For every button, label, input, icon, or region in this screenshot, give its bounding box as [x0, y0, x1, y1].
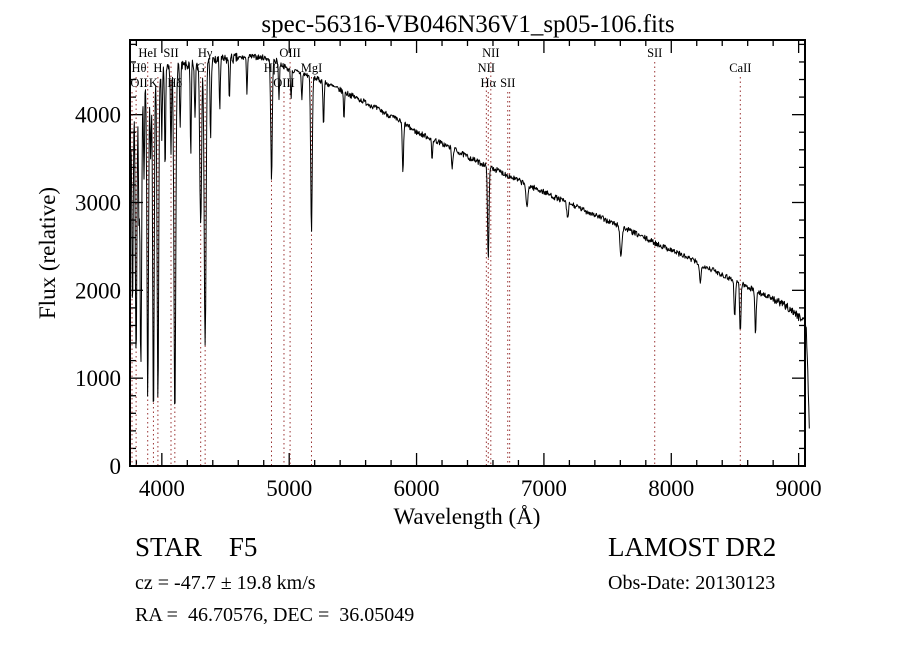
y-tick-label: 2000 [75, 278, 121, 303]
spectral-line-label: K [149, 76, 158, 90]
x-tick-label: 9000 [776, 476, 822, 501]
plot-area: 4000 5000 6000 7000 8000 9000 0 1000 2000 3000 400… [75, 40, 822, 501]
x-tick-label: 8000 [648, 476, 694, 501]
x-tick-label: 5000 [266, 476, 312, 501]
x-tick-label: 6000 [394, 476, 440, 501]
spectral-line-label: Hα [480, 76, 496, 90]
x-tick-label: 7000 [521, 476, 567, 501]
y-tick-label: 1000 [75, 366, 121, 391]
plot-title: spec-56316-VB046N36V1_sp05-106.fits [261, 11, 674, 38]
observation-date: Obs-Date: 20130123 [608, 572, 775, 594]
spectral-line-label: OIII [279, 46, 301, 60]
plot-frame [129, 39, 806, 467]
spectrum-trace [129, 52, 810, 429]
y-tick-label: 3000 [75, 190, 121, 215]
spectral-line-label: Hγ [198, 46, 213, 60]
spectral-line-label: H [153, 61, 162, 75]
spectral-line-label: Hθ [131, 61, 146, 75]
y-axis-label: Flux (relative) [35, 187, 60, 319]
object-classification: STAR F5 [135, 532, 257, 562]
spectral-line-label: MgI [301, 61, 323, 75]
spectral-line-label: SII [647, 46, 662, 60]
x-axis-label: Wavelength (Å) [394, 504, 541, 529]
coordinates: RA = 46.70576, DEC = 36.05049 [135, 604, 414, 626]
spectral-line-label: SII [500, 76, 515, 90]
x-tick-label: 4000 [139, 476, 185, 501]
y-tick-label: 0 [110, 454, 122, 479]
spectral-line-label: NII [482, 46, 499, 60]
spectral-line-label: CaII [729, 61, 751, 75]
axis-ticks [130, 40, 805, 467]
spectral-line-label: SII [163, 46, 178, 60]
spectral-line-label: NII [478, 61, 495, 75]
spectral-line-label: HeI [138, 46, 157, 60]
spectral-line-label: Hδ [167, 76, 182, 90]
spectral-line-label: Hβ [264, 61, 279, 75]
radial-velocity: cz = -47.7 ± 19.8 km/s [135, 572, 316, 594]
y-tick-label: 4000 [75, 103, 121, 128]
survey-name: LAMOST DR2 [608, 532, 776, 562]
spectral-line-label: G [196, 61, 205, 75]
spectral-line-label: OII [130, 76, 147, 90]
